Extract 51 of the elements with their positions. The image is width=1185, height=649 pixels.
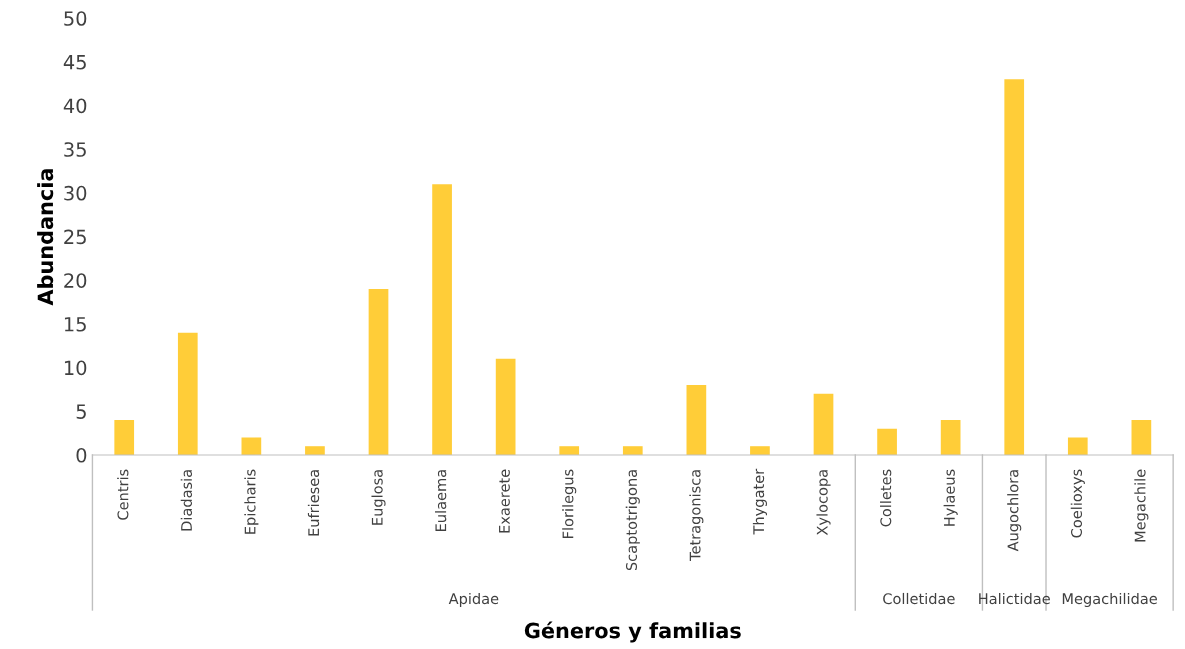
bar [241, 437, 262, 455]
bar [940, 420, 961, 455]
x-tick-label: Euglosa [371, 470, 386, 525]
text: Halictidae [979, 592, 1050, 605]
bar [177, 332, 198, 455]
y-tick-label: 50 [64, 11, 87, 26]
bar [877, 428, 897, 455]
y-tick-label: 40 [63, 98, 87, 114]
x-tick-label: Eufriesea [307, 470, 320, 536]
x-tick-label: Exaerete [499, 469, 510, 533]
text: Colletidae [883, 592, 955, 605]
x-tick-label: Diadasia [180, 470, 193, 531]
bar [114, 420, 135, 455]
bar [1004, 79, 1025, 455]
bar [622, 446, 643, 455]
bar [495, 358, 516, 455]
bar [686, 385, 707, 455]
x-tick-label: Augochlora [1007, 470, 1022, 552]
x-tick-label: Tetragonisca [689, 470, 704, 561]
x-tick-label: Centris [117, 469, 129, 520]
x-tick-label: Florilegus [562, 469, 577, 538]
x-tick-label: Xylocopa [816, 470, 831, 536]
bar [750, 446, 770, 455]
x-tick-label: Eulaema [435, 470, 447, 531]
text: Apidae [448, 592, 499, 608]
x-tick-label: Colletes [880, 469, 892, 527]
y-tick-label: 0 [76, 447, 87, 463]
y-tick-label: 10 [64, 360, 87, 376]
bar [559, 446, 580, 455]
bar [1131, 420, 1152, 455]
bar [813, 393, 834, 455]
bar [1067, 437, 1088, 455]
x-tick-label: Thygater [752, 468, 767, 535]
x-tick-label: Megachile [1134, 469, 1149, 542]
x-tick-label: Epicharis [244, 469, 259, 534]
y-tick-label: 35 [64, 142, 86, 157]
bar [368, 288, 389, 455]
y-tick-label: 5 [76, 404, 86, 419]
text: Megachilidae [1062, 592, 1157, 608]
y-axis-title: Abundancia [37, 169, 54, 306]
x-tick-label: Scaptotrigona [625, 470, 640, 571]
bar [432, 184, 452, 455]
x-tick-label: Hylaeus [943, 469, 958, 526]
y-tick-label: 20 [64, 273, 87, 288]
y-tick-label: 45 [63, 55, 86, 70]
x-axis-title: Géneros y familias [524, 621, 741, 643]
y-tick-label: 25 [64, 229, 86, 245]
y-tick-label: 30 [64, 185, 87, 201]
x-tick-label: Coelioxys [1070, 469, 1085, 538]
bar [305, 446, 325, 455]
y-tick-label: 15 [64, 317, 86, 332]
